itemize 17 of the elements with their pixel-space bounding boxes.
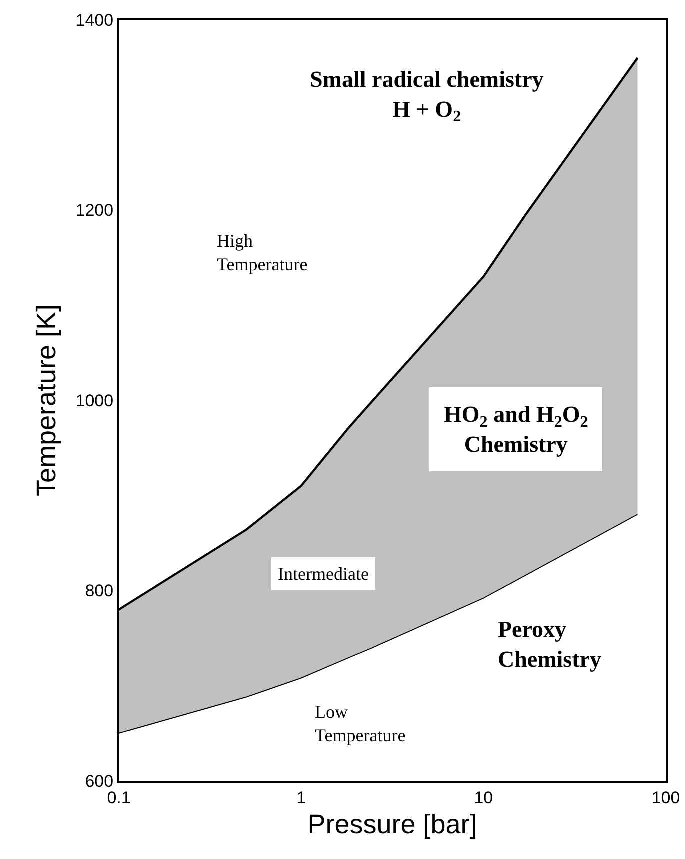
x-tick-label: 0.1 bbox=[107, 788, 131, 808]
x-tick-label: 10 bbox=[474, 788, 494, 808]
x-axis-title: Pressure [bar] bbox=[308, 809, 478, 840]
annotation: HO$_{2}$ and H$_{2}$O$_{2}$ Chemistry bbox=[444, 402, 588, 457]
y-tick-label: 1400 bbox=[76, 10, 114, 30]
y-tick-label: 600 bbox=[85, 772, 114, 791]
annotation: Intermediate bbox=[278, 564, 369, 584]
annotation: Low Temperature bbox=[315, 702, 406, 746]
annotation: High Temperature bbox=[217, 231, 308, 274]
y-tick-label: 1000 bbox=[76, 391, 114, 410]
x-tick-label: 1 bbox=[296, 788, 306, 808]
x-tick-label: 100 bbox=[652, 788, 680, 808]
y-axis-title: Temperature [K] bbox=[31, 304, 62, 497]
annotation: Peroxy Chemistry bbox=[498, 617, 602, 672]
y-tick-label: 800 bbox=[85, 582, 114, 601]
y-tick-label: 1200 bbox=[76, 201, 114, 220]
annotation: Small radical chemistry H + O$_{2}$ bbox=[310, 67, 544, 126]
